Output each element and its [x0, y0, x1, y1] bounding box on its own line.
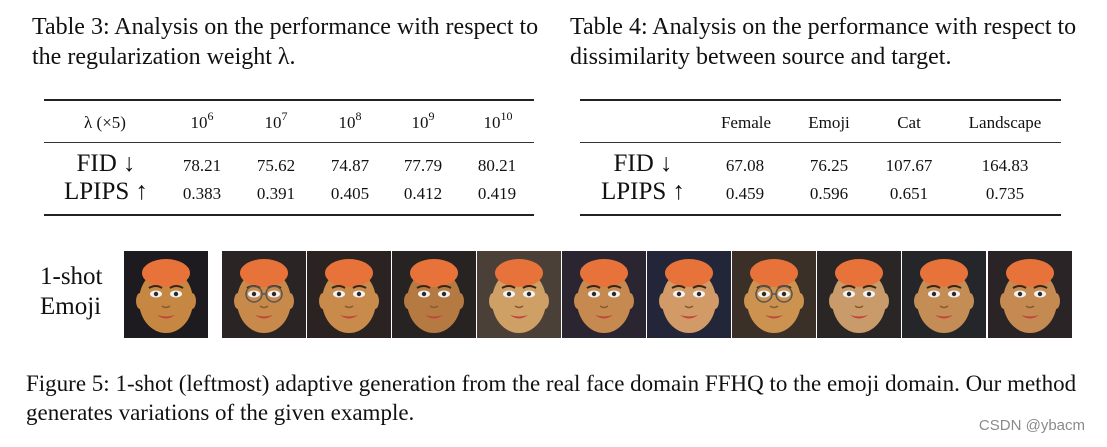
face-drawing: [647, 251, 731, 338]
figure5-caption: Figure 5: 1-shot (leftmost) adaptive gen…: [26, 371, 1077, 425]
table3-col-header: 106: [190, 109, 214, 132]
face-drawing: [124, 251, 208, 338]
table3-col-header: 108: [338, 109, 362, 132]
face-drawing: [562, 251, 646, 338]
generated-face-image: [562, 251, 646, 338]
generated-face-image: [222, 251, 306, 338]
table4-col-header: Female: [720, 113, 772, 132]
table3-cell: 74.87: [330, 156, 370, 175]
face-drawing: [988, 251, 1072, 338]
table4-cell: 67.08: [725, 156, 765, 175]
table3-corner-header: λ (×5): [84, 113, 126, 132]
table3-cell: 0.383: [182, 184, 222, 203]
face-drawing: [392, 251, 476, 338]
table3-caption: Table 3: Analysis on the performance wit…: [32, 14, 539, 70]
table4-row-label: FID ↓: [613, 150, 673, 177]
table4-cell: 164.83: [981, 156, 1029, 175]
face-drawing: [307, 251, 391, 338]
table3-cell: 80.21: [477, 156, 517, 175]
generated-face-image: [902, 251, 986, 338]
generated-face-image: [477, 251, 561, 338]
table4-cell: 107.67: [885, 156, 933, 175]
table3-cell: 77.79: [403, 156, 443, 175]
table4-mid-rule: [580, 142, 1061, 143]
table3-cell: 0.419: [477, 184, 517, 203]
table3-cell: 0.412: [403, 184, 443, 203]
face-drawing: [222, 251, 306, 338]
face-drawing: [477, 251, 561, 338]
face-drawing: [902, 251, 986, 338]
table4-caption: Table 4: Analysis on the performance wit…: [570, 14, 1077, 70]
generated-face-image: [988, 251, 1072, 338]
generated-face-image: [307, 251, 391, 338]
table4-row-label: LPIPS ↑: [600, 178, 686, 205]
source-emoji-image: [124, 251, 208, 338]
table3-top-rule: [44, 99, 534, 101]
generated-face-image: [732, 251, 816, 338]
face-drawing: [817, 251, 901, 338]
generated-face-image: [817, 251, 901, 338]
generated-face-image: [647, 251, 731, 338]
table4-cell: 76.25: [809, 156, 849, 175]
watermark: CSDN @ybacm: [978, 417, 1085, 434]
table4-cell: 0.651: [889, 184, 929, 203]
table4-cell: 0.596: [809, 184, 849, 203]
table4-col-header: Cat: [897, 113, 921, 132]
table4-cell: 0.459: [725, 184, 765, 203]
table4-bottom-rule: [580, 214, 1061, 216]
table4-cell: 0.735: [985, 184, 1025, 203]
table3-cell: 0.405: [330, 184, 370, 203]
table3-row-label: LPIPS ↑: [63, 178, 149, 205]
table3-col-header: 1010: [483, 109, 513, 132]
table4-top-rule: [580, 99, 1061, 101]
table3-row-label: FID ↓: [76, 150, 136, 177]
table4-col-header: Landscape: [968, 113, 1042, 132]
table3-cell: 0.391: [256, 184, 296, 203]
table3-cell: 78.21: [182, 156, 222, 175]
table4-col-header: Emoji: [808, 113, 850, 132]
table3-col-header: 109: [411, 109, 435, 132]
face-drawing: [732, 251, 816, 338]
generated-face-image: [392, 251, 476, 338]
figure5-row-label: 1-shot Emoji: [40, 263, 103, 320]
table3-bottom-rule: [44, 214, 534, 216]
table3-col-header: 107: [264, 109, 288, 132]
table3-mid-rule: [44, 142, 534, 143]
table3-cell: 75.62: [256, 156, 296, 175]
